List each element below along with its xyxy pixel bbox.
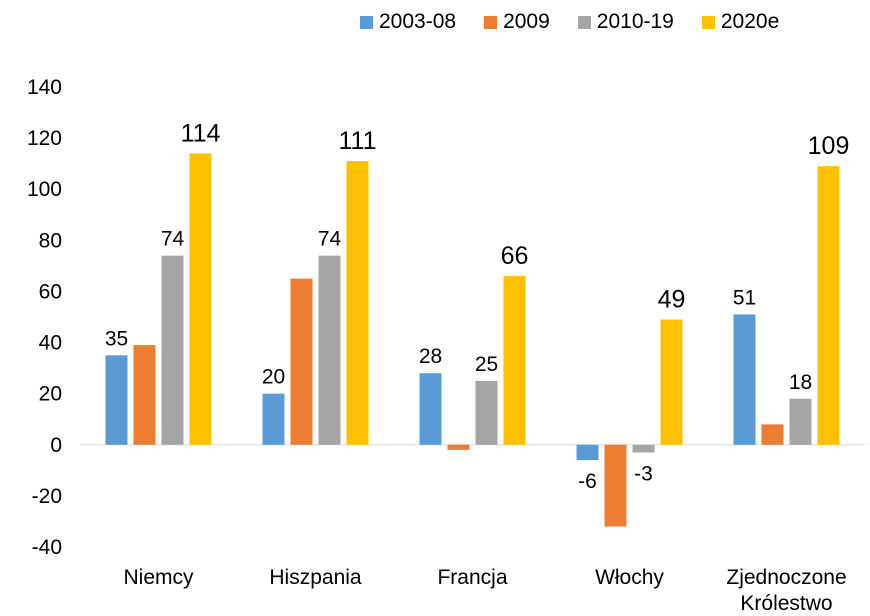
bar-2020e-2 <box>503 276 526 445</box>
legend-label: 2009 <box>503 10 550 33</box>
bar-2003-08-1 <box>262 393 285 445</box>
data-label: 109 <box>808 132 850 160</box>
legend-swatch <box>577 15 591 29</box>
bar-2020e-1 <box>346 161 369 445</box>
chart-legend: 2003-08 2009 2010-19 2020e <box>360 10 779 34</box>
data-label: 28 <box>419 345 442 368</box>
bar-2020e-3 <box>660 319 683 445</box>
bar-2010-19-4 <box>789 398 812 445</box>
bar-2010-19-0 <box>161 255 184 445</box>
legend-label: 2003-08 <box>379 10 457 33</box>
y-tick-label: 80 <box>39 229 62 252</box>
bar-2010-19-2 <box>475 380 498 445</box>
legend-label: 2010-19 <box>596 10 674 33</box>
legend-item-2010-19: 2010-19 <box>577 10 674 34</box>
bar-2003-08-3 <box>576 444 599 461</box>
data-label: 35 <box>105 327 128 350</box>
bar-2009-3 <box>604 444 627 527</box>
data-label: -6 <box>578 470 597 493</box>
bar-2009-2 <box>447 444 470 450</box>
bar-2003-08-0 <box>105 355 128 445</box>
data-label: 20 <box>262 366 285 389</box>
y-tick-label: 20 <box>39 383 62 406</box>
legend-item-2009: 2009 <box>484 10 550 34</box>
bar-2009-1 <box>290 278 313 445</box>
legend-swatch <box>360 15 373 29</box>
y-tick-label: 40 <box>39 332 62 355</box>
legend-swatch <box>484 15 498 29</box>
data-label: 114 <box>181 119 221 147</box>
bar-2020e-0 <box>189 153 212 445</box>
legend-swatch <box>701 15 715 29</box>
x-category-label: Francja <box>437 566 507 589</box>
data-label: 74 <box>318 228 342 251</box>
y-tick-label: 140 <box>27 76 62 99</box>
y-tick-label: -20 <box>32 485 62 508</box>
x-category-label: Niemcy <box>123 566 194 589</box>
bar-2009-0 <box>133 345 156 445</box>
data-label: 66 <box>501 242 529 270</box>
data-label: 25 <box>475 353 498 376</box>
legend-item-2003-08: 2003-08 <box>360 10 456 34</box>
bar-2010-19-3 <box>632 444 655 453</box>
x-category-label: Zjednoczone <box>726 566 846 589</box>
bar-2020e-4 <box>817 166 840 445</box>
data-label: 51 <box>733 286 756 309</box>
bar-2010-19-1 <box>318 255 341 445</box>
data-label: 111 <box>338 127 376 155</box>
x-category-label: Królestwo <box>740 592 832 615</box>
legend-label: 2020e <box>720 10 780 33</box>
bar-2003-08-2 <box>419 373 442 445</box>
legend-item-2020e: 2020e <box>701 10 780 34</box>
data-label: 74 <box>161 228 185 251</box>
data-label: 18 <box>789 371 812 394</box>
y-tick-label: 100 <box>27 178 62 201</box>
y-tick-label: 120 <box>27 127 62 150</box>
bar-2009-4 <box>761 424 784 445</box>
bar-2003-08-4 <box>733 314 756 445</box>
x-category-label: Hiszpania <box>269 566 362 589</box>
x-category-label: Włochy <box>595 566 664 589</box>
data-label: -3 <box>634 462 653 485</box>
y-tick-label: 0 <box>50 434 62 457</box>
y-tick-label: 60 <box>39 280 62 303</box>
data-label: 49 <box>658 286 686 314</box>
y-tick-label: -40 <box>32 536 62 559</box>
